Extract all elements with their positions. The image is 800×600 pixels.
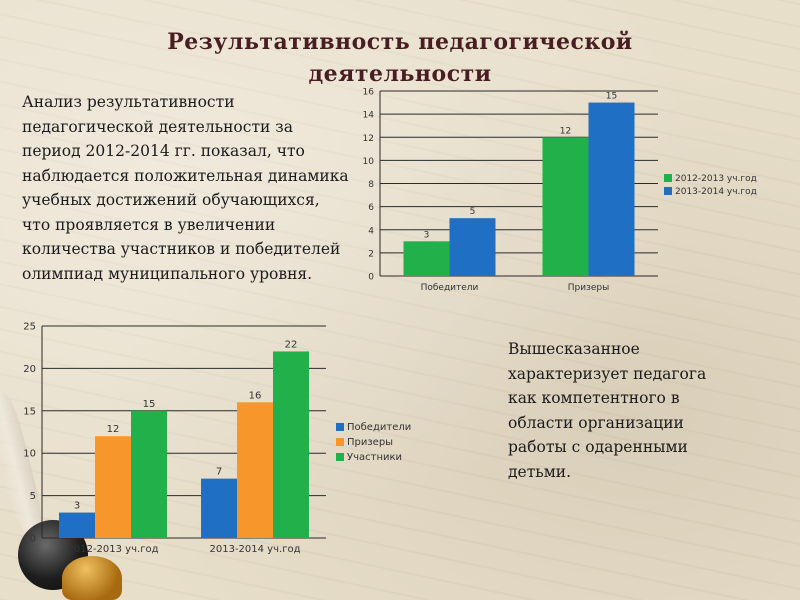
data-label: 16 — [249, 390, 262, 401]
bar — [59, 512, 95, 538]
data-label: 12 — [560, 126, 571, 136]
x-tick-label: 2013-2014 уч.год — [210, 544, 301, 555]
y-tick-label: 25 — [23, 322, 36, 333]
y-tick-label: 12 — [363, 134, 374, 144]
y-tick-label: 10 — [23, 449, 36, 460]
bar — [588, 102, 635, 276]
analysis-paragraph: Анализ результативности педагогической д… — [22, 93, 349, 283]
bar — [237, 402, 273, 538]
legend-entry: Участники — [347, 452, 402, 463]
y-tick-label: 8 — [368, 180, 374, 190]
x-tick-label: 2012-2013 уч.год — [68, 544, 159, 555]
data-label: 22 — [285, 339, 298, 350]
legend-entry: Победители — [347, 422, 411, 433]
data-label: 15 — [143, 399, 156, 410]
bar — [403, 241, 450, 276]
data-label: 3 — [424, 230, 430, 240]
legend-entry: 2012-2013 уч.год — [675, 174, 757, 184]
legend-swatch — [336, 453, 344, 461]
y-tick-label: 2 — [368, 249, 374, 259]
bar — [449, 218, 496, 276]
chart-olympiad-results: 0 5 10 15 20 25 3 12 15 2012-2013 уч.год 7 16 22 2013… — [23, 322, 411, 556]
chart-winners-prizewinners: 0 2 4 6 8 10 12 14 16 3 5 Победители 12 15 Призеры 2012… — [363, 88, 757, 294]
legend-swatch — [664, 187, 672, 195]
legend-swatch — [336, 438, 344, 446]
bar — [542, 137, 589, 276]
y-tick-label: 5 — [30, 491, 36, 502]
bar — [273, 351, 309, 538]
data-label: 12 — [107, 424, 120, 435]
legend-swatch — [336, 423, 344, 431]
page-title: Результативность педагогической деятельн… — [167, 29, 633, 87]
y-tick-label: 10 — [363, 157, 375, 167]
bar — [95, 436, 131, 538]
y-tick-label: 0 — [368, 273, 374, 283]
y-tick-label: 4 — [368, 226, 374, 236]
conclusion-paragraph: Вышесказанное характеризует педагога как… — [508, 340, 707, 481]
bar — [131, 410, 167, 538]
data-label: 3 — [74, 501, 80, 512]
x-tick-label: Победители — [421, 283, 479, 293]
x-tick-label: Призеры — [568, 283, 609, 293]
legend-swatch — [664, 174, 672, 182]
seal-decoration — [62, 556, 122, 600]
y-tick-label: 16 — [363, 88, 375, 98]
bar — [201, 478, 237, 538]
data-label: 5 — [470, 207, 476, 217]
data-label: 7 — [216, 467, 222, 478]
y-tick-label: 15 — [23, 406, 36, 417]
legend-entry: Призеры — [347, 437, 393, 448]
y-tick-label: 14 — [363, 111, 375, 121]
y-tick-label: 20 — [23, 364, 36, 375]
data-label: 15 — [606, 92, 617, 102]
y-tick-label: 6 — [368, 203, 374, 213]
legend-entry: 2013-2014 уч.год — [675, 187, 757, 197]
y-tick-label: 0 — [30, 534, 36, 545]
